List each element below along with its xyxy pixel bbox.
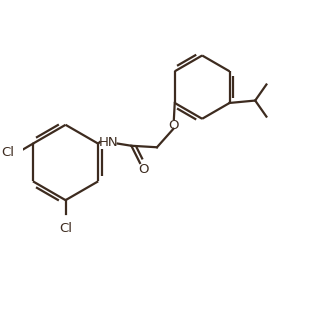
Text: Cl: Cl	[1, 146, 14, 159]
Text: O: O	[168, 119, 179, 132]
Text: Cl: Cl	[59, 222, 72, 235]
Text: O: O	[138, 164, 149, 176]
Text: HN: HN	[99, 136, 119, 149]
